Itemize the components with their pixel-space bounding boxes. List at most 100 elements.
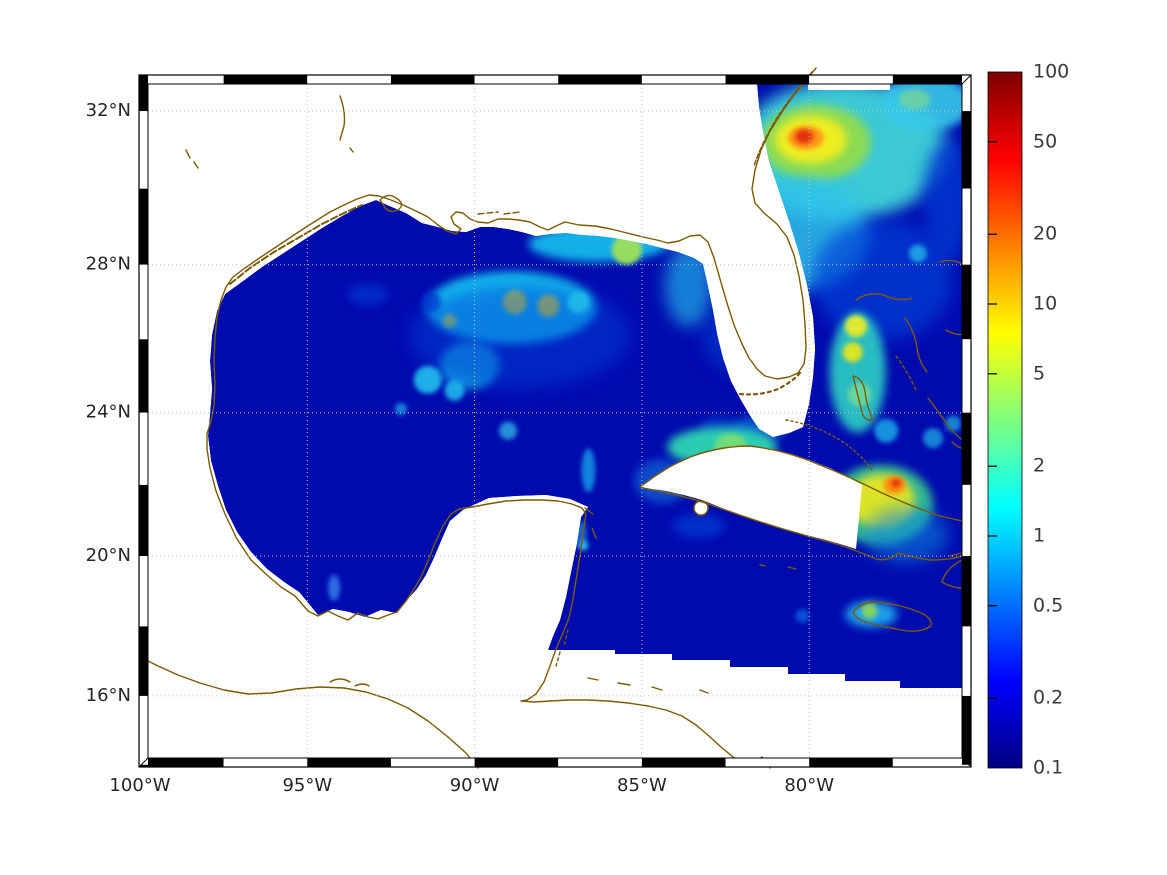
frame-segment-left [139,111,148,189]
frame-segment-bottom [474,758,559,767]
gridline-layer [148,84,962,758]
lat-tick-label: 16°N [86,685,131,706]
heat-blob [864,506,949,563]
frame-segment-top [390,75,475,84]
pacific-mexico-coastline [139,656,479,769]
frame-segment-top [809,75,893,84]
frame-segment-left [139,695,148,765]
frame-segment-bottom [725,758,810,767]
frame-corner-mitre [138,757,149,768]
frame-segment-left [139,412,148,485]
heat-blob [845,315,867,338]
frame-inner-border [147,83,963,759]
map-frame [138,74,972,768]
heat-blob [567,291,590,314]
frame-segment-bottom [390,758,475,767]
frame-segment-top [140,75,224,84]
yucatan-northeast-islands [584,507,597,539]
colorbar-gradient [987,71,1023,769]
colorbar-tick-label: 100 [1033,61,1069,83]
colorbar-tick-label: 0.5 [1033,594,1063,616]
heat-blob [898,89,931,110]
heat-blob [409,283,630,388]
louisiana-lagoon [379,194,403,213]
land-layer [641,446,862,549]
heat-blob [923,140,962,261]
colorbar-tick-label: 2 [1033,455,1045,477]
heat-blob [421,292,442,313]
frame-segment-right [962,75,971,112]
frame-segment-top [725,75,810,84]
heat-blob [413,365,442,394]
heat-blob [347,283,388,306]
frame-segment-right [962,484,971,557]
frame-segment-left [139,484,148,557]
isthmus-lagoons [329,678,370,687]
lon-tick-label: 90°W [450,775,500,796]
heat-blob [328,574,341,601]
colorbar-tick-label: 5 [1033,362,1045,384]
heat-blob [611,234,642,265]
isla-juventud-landmass [694,501,708,515]
lat-tick-label: 32°N [86,100,131,121]
frame-segment-left [139,75,148,112]
heat-blob [395,403,407,415]
frame-segment-right [962,626,971,696]
colorbar-tick-label: 0.1 [1033,757,1063,779]
grand-bahama-abaco [855,293,913,301]
heat-blob [891,479,902,488]
frame-segment-right [962,556,971,627]
texas-barrier-islands [229,204,363,285]
andros-island [852,375,874,421]
cuba-coastline [639,445,963,561]
frame-corner-mitre [961,74,972,85]
cayman-islands [759,564,797,570]
lat-tick-label: 24°N [86,402,131,423]
frame-segment-top [474,75,559,84]
inland-water-specks [185,95,354,169]
eleuthera-cat-island [904,317,928,373]
frame-segment-top [307,75,391,84]
frame-segment-left [139,264,148,340]
frame-segment-left [139,556,148,627]
frame-corner-mitre [138,74,149,85]
mississippi-sound-islands [477,211,521,215]
heat-blob [578,540,589,551]
heat-blob [908,244,927,263]
colorbar: 100 50 20 10 5 2 1 0.5 0.2 0.1 [987,61,1069,779]
long-island-bahamas [927,397,967,443]
frame-segment-right [962,339,971,413]
heat-blob [672,514,725,538]
lon-tick-label: 85°W [617,775,667,796]
colorbar-tick-label: 10 [1033,293,1057,315]
heat-blob [581,448,596,493]
honduras-bay-islands [587,677,709,694]
frame-segment-right [962,412,971,485]
frame-segment-right [962,695,971,765]
frame-segment-bottom [809,758,893,767]
lon-axis-labels: 100°W 95°W 90°W 85°W 80°W [109,775,834,796]
frame-segment-right [962,264,971,340]
frame-segment-bottom [558,758,642,767]
lat-tick-label: 20°N [86,545,131,566]
isla-juventud-coastline [693,500,709,516]
coastline-layer [139,67,967,769]
heat-blob [861,602,878,619]
heat-blob [923,428,943,449]
jamaica-coastline [852,601,932,633]
frame-segment-left [139,339,148,413]
frame-segment-top [223,75,308,84]
frame-segment-bottom [641,758,726,767]
heat-blob [874,418,899,443]
frame-segment-bottom [223,758,308,767]
colorbar-tick-label: 20 [1033,223,1057,245]
frame-segment-right [962,188,971,265]
heat-blob [847,382,872,407]
heat-blob [842,342,863,363]
frame-segment-left [139,626,148,696]
heat-blob [829,312,886,433]
frame-outer-border [138,74,972,768]
frame-segment-right [962,111,971,189]
